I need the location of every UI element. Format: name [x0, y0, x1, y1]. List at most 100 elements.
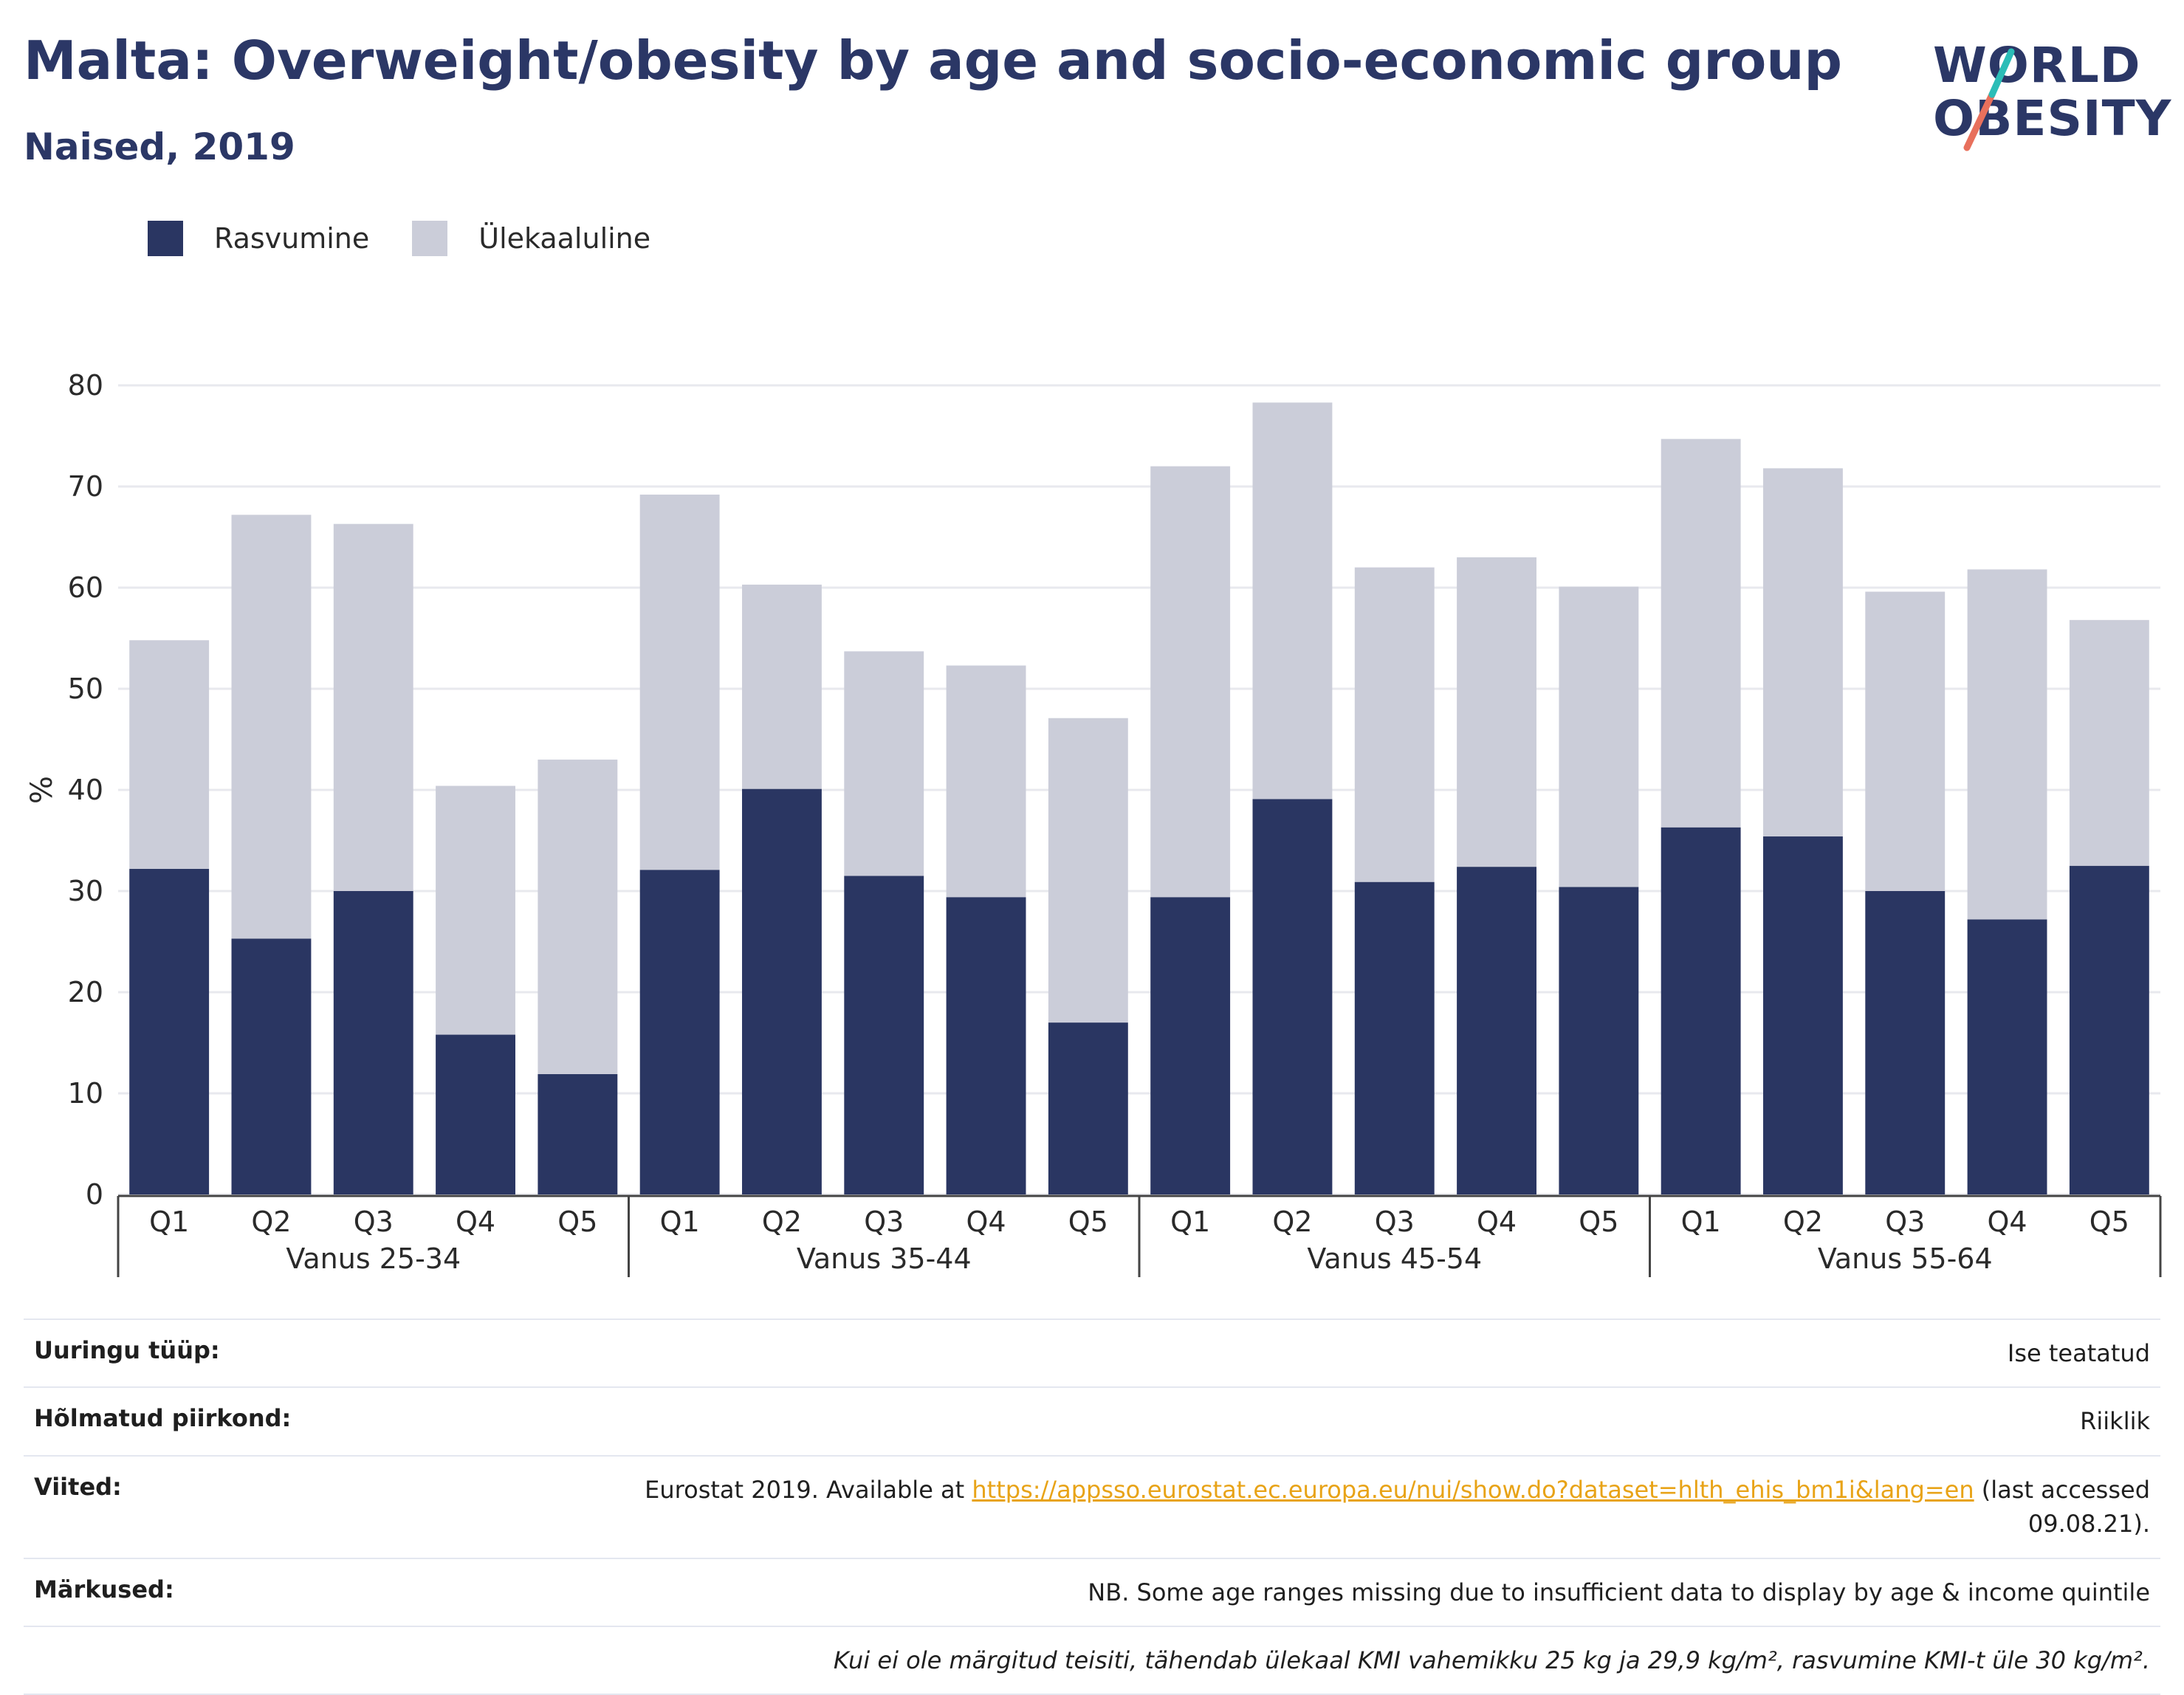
y-tick-label: 60: [68, 571, 103, 604]
bar-overweight: [1150, 466, 1231, 898]
bar-obesity: [742, 788, 822, 1194]
bar-obesity: [1865, 891, 1946, 1194]
group-label: Vanus 45-54: [1307, 1242, 1482, 1275]
bar-obesity: [1150, 897, 1231, 1194]
bar-obesity: [1661, 827, 1741, 1194]
meta-value: Ise teatatud: [2007, 1339, 2150, 1367]
y-tick-label: 80: [68, 369, 103, 402]
logo-slash-icon: [1963, 48, 2015, 151]
bar-overweight: [1354, 567, 1435, 882]
legend-label-overweight: Ülekaaluline: [478, 222, 651, 255]
bar-obesity: [129, 868, 210, 1194]
x-tick-label: Q2: [762, 1206, 802, 1238]
reference-text: Eurostat 2019. Available at: [645, 1475, 972, 1504]
bar-obesity: [538, 1073, 618, 1194]
meta-label: Hõlmatud piirkond:: [34, 1404, 292, 1433]
x-tick-label: Q4: [1988, 1206, 2027, 1238]
y-tick-label: 0: [86, 1178, 103, 1211]
bar-overweight: [129, 640, 210, 869]
legend-swatch-obesity: [148, 221, 183, 256]
reference-link[interactable]: https://appsso.eurostat.ec.europa.eu/nui…: [972, 1475, 1974, 1504]
x-tick-label: Q3: [1885, 1206, 1925, 1238]
x-tick-label: Q5: [2089, 1206, 2129, 1238]
meta-label: Viited:: [34, 1472, 122, 1501]
meta-label: Uuringu tüüp:: [34, 1336, 220, 1364]
bar-overweight: [1865, 591, 1946, 891]
bar-obesity: [2069, 865, 2149, 1194]
legend-item-overweight: Ülekaaluline: [412, 221, 650, 256]
x-tick-label: Q1: [660, 1206, 700, 1238]
bar-obesity: [1048, 1022, 1128, 1194]
world-obesity-logo: WORLD OBESITY: [1920, 30, 2171, 155]
bar-overweight: [1252, 402, 1333, 800]
bar-overweight: [1661, 439, 1741, 828]
legend-label-obesity: Rasvumine: [214, 222, 370, 255]
bar-obesity: [1763, 836, 1843, 1194]
meta-value: NB. Some age ranges missing due to insuf…: [1088, 1578, 2150, 1606]
bar-obesity: [231, 938, 312, 1194]
bar-overweight: [1559, 586, 1639, 887]
group-label: Vanus 25-34: [286, 1242, 461, 1275]
x-tick-label: Q3: [1375, 1206, 1415, 1238]
footnote-text: Kui ei ole märgitud teisiti, tähendab ül…: [833, 1646, 2150, 1674]
bar-obesity: [436, 1034, 515, 1194]
x-tick-label: Q5: [1068, 1206, 1108, 1238]
bar-overweight: [639, 494, 720, 870]
y-tick-label: 40: [68, 774, 103, 806]
x-tick-label: Q4: [1477, 1206, 1517, 1238]
x-tick-label: Q5: [557, 1206, 597, 1238]
bar-obesity: [946, 897, 1026, 1194]
bar-obesity: [1354, 881, 1435, 1194]
y-tick-label: 10: [68, 1077, 103, 1110]
meta-row-survey-type: Uuringu tüüp: Ise teatatud: [24, 1318, 2160, 1386]
group-label: Vanus 35-44: [797, 1242, 972, 1275]
bar-overweight: [333, 523, 413, 891]
chart-title: Malta: Overweight/obesity by age and soc…: [24, 30, 1843, 92]
x-tick-label: Q3: [354, 1206, 394, 1238]
bar-obesity: [1457, 867, 1536, 1194]
x-tick-label: Q1: [1170, 1206, 1210, 1238]
bar-obesity: [1559, 887, 1639, 1194]
logo-text-line1: WORLD: [1933, 37, 2141, 94]
meta-value: Riiklik: [2080, 1407, 2150, 1436]
legend-item-obesity: Rasvumine: [148, 221, 369, 256]
bar-overweight: [742, 584, 822, 789]
y-tick-label: 20: [68, 976, 103, 1008]
y-tick-label: 70: [68, 470, 103, 503]
reference-date: 09.08.21).: [2027, 1510, 2150, 1538]
bar-overweight: [2069, 619, 2149, 866]
x-tick-label: Q3: [864, 1206, 904, 1238]
meta-row-references: Viited: Eurostat 2019. Available at http…: [24, 1454, 2160, 1558]
x-tick-label: Q2: [251, 1206, 291, 1238]
x-tick-label: Q2: [1272, 1206, 1312, 1238]
meta-label: Märkused:: [34, 1575, 174, 1603]
bar-obesity: [844, 876, 924, 1194]
chart-subtitle: Naised, 2019: [24, 126, 295, 168]
meta-value: Eurostat 2019. Available at https://apps…: [645, 1473, 2150, 1541]
x-tick-label: Q1: [149, 1206, 189, 1238]
legend-swatch-overweight: [412, 221, 448, 256]
bar-obesity: [639, 870, 720, 1194]
x-tick-label: Q5: [1579, 1206, 1618, 1238]
bar-obesity: [333, 891, 413, 1194]
bar-obesity: [1967, 919, 2047, 1194]
bar-obesity: [1252, 799, 1333, 1194]
bar-overweight: [1457, 557, 1536, 867]
chart-legend: Rasvumine Ülekaaluline: [148, 218, 693, 259]
x-tick-label: Q1: [1681, 1206, 1721, 1238]
bar-overweight: [231, 515, 312, 939]
meta-row-region: Hõlmatud piirkond: Riiklik: [24, 1386, 2160, 1454]
meta-row-notes: Märkused: NB. Some age ranges missing du…: [24, 1557, 2160, 1626]
x-tick-label: Q2: [1783, 1206, 1823, 1238]
y-axis-label: %: [25, 776, 59, 804]
bar-overweight: [436, 785, 515, 1035]
bar-overweight: [844, 651, 924, 876]
stacked-bar-chart: 0 10 20 30 40 50 60 70 80% Q1 Q2 Q3 Q4 Q5 Q1 Q2 Q3 Q4 Q5 Q1…: [25, 369, 2162, 1277]
metadata-table: Uuringu tüüp: Ise teatatud Hõlmatud piir…: [24, 1318, 2160, 1695]
y-tick-label: 50: [68, 673, 103, 705]
meta-row-footnote: Kui ei ole märgitud teisiti, tähendab ül…: [24, 1625, 2160, 1695]
bar-overweight: [1763, 468, 1843, 837]
x-tick-label: Q4: [966, 1206, 1006, 1238]
bar-overweight: [1048, 718, 1128, 1023]
x-tick-label: Q4: [456, 1206, 495, 1238]
